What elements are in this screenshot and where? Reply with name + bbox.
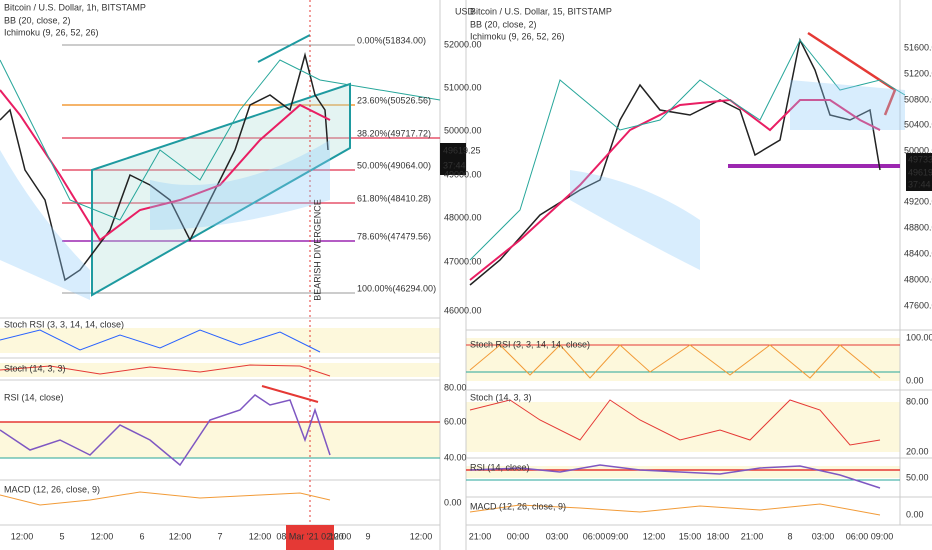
fib-label: 23.60%(50526.56) (357, 95, 431, 105)
price-tick: 51000.00 (444, 82, 482, 92)
time-tick: 9 (365, 531, 370, 541)
pane-label: MACD (12, 26, close, 9) (470, 501, 566, 511)
price-tag-label: 49619.25 (443, 145, 481, 155)
indicator-label: Ichimoku (9, 26, 52, 26) (470, 31, 565, 41)
fib-label: 50.00%(49064.00) (357, 160, 431, 170)
pane-tick: 50.00 (906, 472, 929, 482)
price-tick: 52000.00 (444, 39, 482, 49)
pane-tick: 20.00 (906, 446, 929, 456)
fib-label: 100.00%(46294.00) (357, 283, 436, 293)
price-tick: 50800.00 (904, 94, 932, 104)
fib-label: 78.60%(47479.56) (357, 231, 431, 241)
cursor-time: 08 Mar '21 02:00 (276, 531, 343, 541)
time-tick: 12:00 (410, 531, 433, 541)
price-tick: 51600.00 (904, 42, 932, 52)
price-tag (906, 153, 932, 191)
indicator-label: Ichimoku (9, 26, 52, 26) (4, 27, 99, 37)
time-tick: 12:00 (11, 531, 34, 541)
price-tick: 49200.00 (904, 196, 932, 206)
time-tick: 06:00 (846, 531, 869, 541)
time-tick: 21:00 (741, 531, 764, 541)
pane-tick: 0.00 (906, 375, 924, 385)
indicator-label: BB (20, close, 2) (4, 15, 71, 25)
pane-tick: 40.00 (444, 452, 467, 462)
time-tick: 12:00 (643, 531, 666, 541)
price-tick: 48000.00 (444, 212, 482, 222)
pane-tick: 80.00 (906, 396, 929, 406)
price-tag-label: 49733.18 (908, 154, 932, 164)
time-tick: 21:00 (469, 531, 492, 541)
pane-tick: 0.00 (906, 509, 924, 519)
fib-label: 38.20%(49717.72) (357, 128, 431, 138)
pane-tick: 80.00 (444, 382, 467, 392)
pane-label: RSI (14, close) (4, 392, 64, 402)
fib-label: 0.00%(51834.00) (357, 35, 426, 45)
time-tick: 12:00 (329, 531, 352, 541)
price-tick: 47600.00 (904, 300, 932, 310)
chart-title: Bitcoin / U.S. Dollar, 15, BITSTAMP (470, 6, 612, 16)
pane-tick: 100.00 (906, 332, 932, 342)
time-tick: 03:00 (546, 531, 569, 541)
pane-label: Stoch RSI (3, 3, 14, 14, close) (470, 339, 590, 349)
time-tick: 03:00 (812, 531, 835, 541)
price-tick: 48800.00 (904, 222, 932, 232)
price-tick: 47000.00 (444, 256, 482, 266)
price-tick: 46000.00 (444, 305, 482, 315)
pane-label: MACD (12, 26, close, 9) (4, 484, 100, 494)
price-tick: 49000.00 (444, 169, 482, 179)
indicator-label: BB (20, close, 2) (470, 19, 537, 29)
price-tick: 51200.00 (904, 68, 932, 78)
time-tick: 09:00 (606, 531, 629, 541)
price-tag-label: 49619.25 (908, 167, 932, 177)
time-tick: 18:00 (707, 531, 730, 541)
time-tick: 6 (139, 531, 144, 541)
time-tick: 06:00 (583, 531, 606, 541)
price-tick: 50000.00 (904, 145, 932, 155)
time-tick: 15:00 (679, 531, 702, 541)
pane-tick: 0.00 (444, 497, 462, 507)
time-tick: 8 (787, 531, 792, 541)
time-tick: 09:00 (871, 531, 894, 541)
chart-title: Bitcoin / U.S. Dollar, 1h, BITSTAMP (4, 2, 146, 12)
price-tag (440, 143, 466, 175)
pane-label: Stoch (14, 3, 3) (4, 363, 66, 373)
pane-tick: 60.00 (444, 416, 467, 426)
countdown: 37:44 (908, 179, 931, 189)
time-tick: 12:00 (169, 531, 192, 541)
time-tick: 12:00 (249, 531, 272, 541)
pane-label: Stoch (14, 3, 3) (470, 392, 532, 402)
currency: USD (455, 6, 475, 16)
price-tick: 50400.00 (904, 119, 932, 129)
annotation: BEARISH DIVERGENCE (312, 199, 322, 301)
countdown: 37:44 (443, 160, 466, 170)
fib-label: 61.80%(48410.28) (357, 193, 431, 203)
pane-label: RSI (14, close) (470, 462, 530, 472)
price-tick: 48400.00 (904, 248, 932, 258)
price-tick: 48000.00 (904, 274, 932, 284)
time-tick: 00:00 (507, 531, 530, 541)
time-tick: 5 (59, 531, 64, 541)
time-tick: 12:00 (91, 531, 114, 541)
pane-label: Stoch RSI (3, 3, 14, 14, close) (4, 319, 124, 329)
time-tick: 7 (217, 531, 222, 541)
price-tick: 50000.00 (444, 125, 482, 135)
